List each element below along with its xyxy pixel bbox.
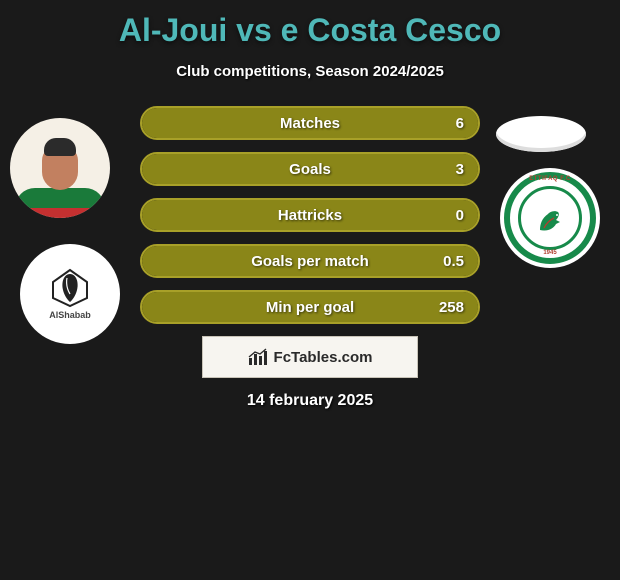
stat-value: 0.5 bbox=[443, 253, 464, 270]
ettifaq-ring-icon: ETTIFAQ F.C 1945 bbox=[504, 172, 596, 264]
player-avatar-right-placeholder bbox=[496, 116, 586, 152]
bar-chart-icon bbox=[248, 348, 268, 366]
stat-row-matches: Matches 6 bbox=[140, 106, 480, 140]
stat-row-goals: Goals 3 bbox=[140, 152, 480, 186]
watermark-badge: FcTables.com bbox=[202, 336, 418, 378]
stat-row-mpg: Min per goal 258 bbox=[140, 290, 480, 324]
club-badge-right: ETTIFAQ F.C 1945 bbox=[500, 168, 600, 268]
stat-value: 0 bbox=[456, 207, 464, 224]
jersey-icon bbox=[15, 188, 105, 218]
stats-panel: Matches 6 Goals 3 Hattricks 0 Goals per … bbox=[140, 100, 480, 324]
stat-value: 3 bbox=[456, 161, 464, 178]
stat-label: Hattricks bbox=[278, 207, 342, 224]
page-title: Al-Joui vs e Costa Cesco bbox=[0, 0, 620, 49]
club-right-name: ETTIFAQ F.C bbox=[529, 176, 571, 182]
horse-icon bbox=[530, 198, 570, 238]
footer-date: 14 february 2025 bbox=[0, 392, 620, 410]
club-badge-left: AlShabab bbox=[20, 244, 120, 344]
page-subtitle: Club competitions, Season 2024/2025 bbox=[0, 63, 620, 80]
club-right-year: 1945 bbox=[543, 250, 556, 256]
stat-value: 258 bbox=[439, 299, 464, 316]
watermark-text: FcTables.com bbox=[274, 349, 373, 366]
stat-value: 6 bbox=[456, 115, 464, 132]
stat-label: Matches bbox=[280, 115, 340, 132]
stat-label: Goals per match bbox=[251, 253, 369, 270]
player-avatar-left bbox=[10, 118, 110, 218]
face-icon bbox=[42, 146, 78, 190]
stat-label: Min per goal bbox=[266, 299, 354, 316]
comparison-content: AlShabab ETTIFAQ F.C 1945 Matches 6 Goal… bbox=[0, 100, 620, 410]
stat-label: Goals bbox=[289, 161, 331, 178]
alshabab-logo-icon bbox=[47, 268, 93, 308]
stat-row-hattricks: Hattricks 0 bbox=[140, 198, 480, 232]
club-left-name: AlShabab bbox=[49, 310, 91, 320]
stat-row-gpm: Goals per match 0.5 bbox=[140, 244, 480, 278]
